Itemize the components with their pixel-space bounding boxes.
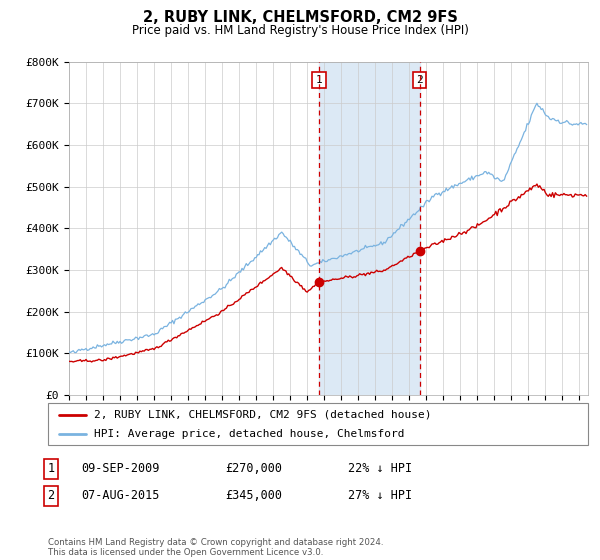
Text: 1: 1 xyxy=(316,75,322,85)
Bar xyxy=(319,62,419,395)
Text: 27% ↓ HPI: 27% ↓ HPI xyxy=(348,489,412,502)
Text: £270,000: £270,000 xyxy=(225,462,282,475)
Text: 07-AUG-2015: 07-AUG-2015 xyxy=(81,489,160,502)
Text: HPI: Average price, detached house, Chelmsford: HPI: Average price, detached house, Chel… xyxy=(94,429,404,439)
Text: Contains HM Land Registry data © Crown copyright and database right 2024.
This d: Contains HM Land Registry data © Crown c… xyxy=(48,538,383,557)
Text: 2: 2 xyxy=(416,75,423,85)
Text: Price paid vs. HM Land Registry's House Price Index (HPI): Price paid vs. HM Land Registry's House … xyxy=(131,24,469,36)
Text: 2: 2 xyxy=(47,489,55,502)
Text: 2, RUBY LINK, CHELMSFORD, CM2 9FS: 2, RUBY LINK, CHELMSFORD, CM2 9FS xyxy=(143,10,457,25)
Text: £345,000: £345,000 xyxy=(225,489,282,502)
Text: 22% ↓ HPI: 22% ↓ HPI xyxy=(348,462,412,475)
Text: 2, RUBY LINK, CHELMSFORD, CM2 9FS (detached house): 2, RUBY LINK, CHELMSFORD, CM2 9FS (detac… xyxy=(94,409,431,419)
Text: 1: 1 xyxy=(47,462,55,475)
Text: 09-SEP-2009: 09-SEP-2009 xyxy=(81,462,160,475)
